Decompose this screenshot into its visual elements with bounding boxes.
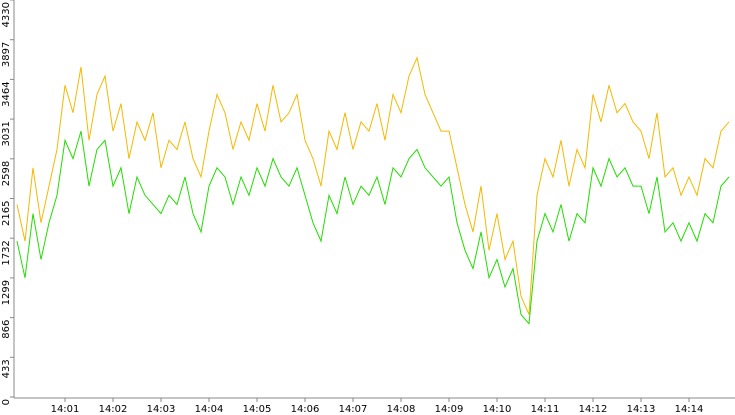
y-tick-label: 3897 (1, 42, 12, 67)
x-tick-label: 14:02 (99, 404, 128, 415)
x-tick-label: 14:12 (579, 404, 608, 415)
x-tick-label: 14:07 (339, 404, 368, 415)
y-tick-label: 3031 (1, 121, 12, 146)
x-tick-label: 14:06 (291, 404, 320, 415)
x-tick-label: 14:01 (51, 404, 80, 415)
y-tick-label: 433 (1, 359, 12, 378)
y-tick-label: 3464 (1, 81, 12, 106)
x-tick-label: 14:03 (147, 404, 176, 415)
y-tick-label: 0 (1, 399, 12, 405)
y-tick-label: 2598 (1, 161, 12, 186)
x-tick-label: 14:05 (243, 404, 272, 415)
x-tick-label: 14:11 (531, 404, 560, 415)
x-tick-label: 14:14 (675, 404, 704, 415)
x-tick-label: 14:08 (387, 404, 416, 415)
y-tick-label: 866 (1, 320, 12, 339)
x-tick-label: 14:09 (435, 404, 464, 415)
x-tick-label: 14:04 (195, 404, 224, 415)
x-tick-label: 14:13 (627, 404, 656, 415)
y-tick-label: 4330 (1, 2, 12, 27)
series-line (16, 56, 730, 315)
x-tick-label: 14:10 (483, 404, 512, 415)
y-tick-label: 2165 (1, 201, 12, 226)
series-line (16, 130, 730, 325)
y-tick-label: 1732 (1, 240, 12, 265)
y-tick-label: 1299 (1, 280, 12, 305)
